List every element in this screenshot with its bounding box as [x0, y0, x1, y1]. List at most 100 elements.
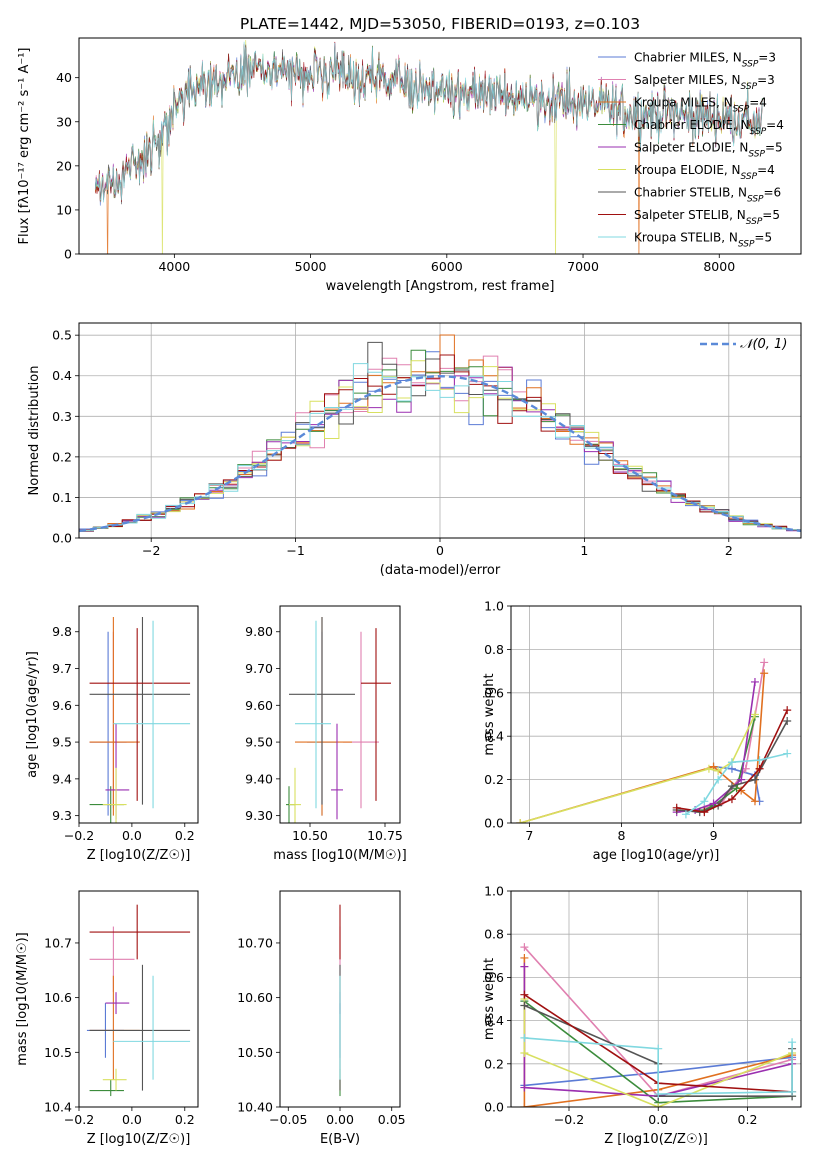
series-marker-kroupa-miles: [520, 1103, 529, 1107]
y-tick-label: 9.7: [52, 661, 72, 676]
plot-area-z-weight: [520, 943, 797, 1107]
x-tick-label: 0.2: [738, 1112, 758, 1127]
series-marker-salpeter-stelib: [672, 803, 681, 812]
series-marker-kroupa-stelib: [520, 1033, 529, 1042]
errorbar-kroupa-elodie: [289, 767, 301, 823]
y-tick-label: 1.0: [484, 599, 504, 614]
series-marker-kroupa-elodie: [714, 766, 723, 775]
series-marker-kroupa-stelib: [700, 797, 709, 806]
errorbar-chabrier-stelib: [289, 617, 355, 805]
figure-title: PLATE=1442, MJD=53050, FIBERID=0193, z=0…: [240, 15, 640, 33]
plot-area-spectrum: [94, 39, 763, 254]
x-tick-label: 7000: [567, 259, 599, 274]
y-tick-label: 0.4: [484, 729, 504, 744]
y-tick-label: 0.8: [484, 642, 504, 657]
series-marker-salpeter-stelib: [700, 808, 709, 817]
x-tick-label: 0.0: [648, 1112, 668, 1127]
y-tick-label: 9.8: [52, 624, 72, 639]
axes-frame: [510, 605, 802, 824]
legend-entry-salpeter-miles: Salpeter MILES, NSSP=3: [634, 73, 775, 92]
series-marker-salpeter-elodie: [709, 799, 718, 808]
series-marker-chabrier-stelib: [783, 717, 792, 726]
x-axis-label: Z [log10(Z/Z☉)]: [87, 1132, 191, 1147]
series-marker-kroupa-stelib: [654, 1090, 663, 1099]
y-axis-label: age [log10(age/yr)]: [25, 651, 40, 778]
errorbar-kroupa-elodie: [102, 767, 127, 823]
y-tick-label: 0.3: [52, 409, 72, 424]
y-tick-label: 9.50: [245, 735, 273, 750]
series-marker-kroupa-miles: [760, 669, 769, 678]
legend-entry-kroupa-miles: Kroupa MILES, NSSP=4: [634, 96, 767, 115]
x-axis-label: wavelength [Angstrom, rest frame]: [326, 279, 555, 294]
y-tick-label: 9.30: [245, 808, 273, 823]
errorbar-kroupa-stelib: [113, 620, 191, 809]
y-tick-label: 10.40: [237, 1100, 273, 1115]
axes-frame: [78, 322, 802, 539]
y-tick-label: 0.4: [484, 1013, 504, 1028]
series-marker-kroupa-stelib: [788, 1038, 797, 1047]
series-line-kroupa-elodie: [519, 714, 756, 823]
x-tick-label: 0.00: [326, 1112, 354, 1127]
legend-entry-chabrier-miles: Chabrier MILES, NSSP=3: [634, 51, 776, 70]
panel-age-weight: 7 8 9 0.0 0.2 0.4 0.6 0.8 1.0 age [log10(age/yr)]…: [482, 599, 802, 863]
y-tick-label: 0.2: [484, 1056, 504, 1071]
series-line-kroupa-stelib: [685, 752, 788, 815]
legend-entry-normal: 𝒩(0, 1): [740, 337, 787, 352]
errorbar-salpeter-stelib: [89, 628, 191, 801]
x-tick-label: 0.2: [175, 1112, 195, 1127]
y-tick-label: 10: [56, 202, 72, 217]
x-tick-label: 0.0: [122, 1112, 142, 1127]
legend-entry-salpeter-stelib: Salpeter STELIB, NSSP=5: [634, 208, 780, 227]
axes-frame: [510, 890, 802, 1108]
series-marker-salpeter-stelib: [520, 990, 529, 999]
panel-ebv-mass: −0.05 0.00 0.05 10.40 10.50 10.60 10.70 E(B-V): [237, 890, 406, 1147]
y-tick-label: 9.60: [245, 698, 273, 713]
errorbar-salpeter-stelib: [89, 904, 191, 960]
x-tick-label: 0: [436, 543, 444, 558]
series-marker-chabrier-stelib: [750, 775, 759, 784]
series-marker-kroupa-stelib: [783, 749, 792, 758]
x-tick-label: 0.0: [122, 828, 142, 843]
series-line-kroupa-stelib: [94, 41, 763, 203]
legend-entry-chabrier-stelib: Chabrier STELIB, NSSP=6: [634, 186, 781, 205]
y-tick-label: 10.60: [237, 990, 273, 1005]
panel-mass-age: 10.50 10.75 9.30 9.40 9.50 9.60 9.70 9.80 mass […: [245, 605, 407, 863]
errorbar-salpeter-elodie: [105, 992, 130, 1015]
x-tick-label: −1: [286, 543, 304, 558]
panel-z-mass: −0.2 0.0 0.2 10.4 10.5 10.6 10.7 Z [log10(Z/Z☉)…: [15, 890, 199, 1147]
x-axis-label: Z [log10(Z/Z☉)]: [604, 1132, 708, 1147]
x-tick-label: −0.2: [64, 1112, 94, 1127]
y-tick-label: 0: [64, 247, 72, 262]
series-marker-salpeter-elodie: [520, 1083, 529, 1092]
series-marker-salpeter-miles: [760, 658, 769, 667]
axes-frame: [279, 890, 401, 1108]
panel-residuals: −2 −1 0 1 2 0.0 0.1 0.2 0.3 0.4 0.5 (data-model)/er…: [27, 322, 802, 578]
x-tick-label: 2: [725, 543, 733, 558]
x-tick-label: 0.2: [175, 828, 195, 843]
y-tick-label: 9.5: [52, 735, 72, 750]
errorbar-salpeter-miles: [343, 631, 379, 809]
y-tick-label: 0.5: [52, 328, 72, 343]
x-tick-label: 10.50: [292, 828, 328, 843]
y-tick-label: 30: [56, 114, 72, 129]
x-tick-label: 6000: [431, 259, 463, 274]
x-axis-label: E(B-V): [320, 1132, 360, 1147]
legend-entry-kroupa-stelib: Kroupa STELIB, NSSP=5: [634, 231, 772, 250]
y-tick-label: 9.40: [245, 771, 273, 786]
series-marker-kroupa-miles: [737, 786, 746, 795]
axes-frame: [78, 605, 199, 824]
chart-layer: 4000 5000 6000 7000 8000010203040wavelength …: [15, 37, 802, 1147]
y-axis-label: Flux [fλ10⁻¹⁷ erg cm⁻² s⁻¹ A⁻¹]: [17, 48, 32, 245]
y-tick-label: 9.70: [245, 661, 273, 676]
series-marker-salpeter-stelib: [783, 706, 792, 715]
series-marker-kroupa-stelib: [727, 758, 736, 767]
x-tick-label: 9: [710, 828, 718, 843]
panel-z-weight: −0.2 0.0 0.2 0.0 0.2 0.4 0.6 0.8 1.0 Z [log10(Z/Z…: [482, 884, 802, 1147]
errorbar-salpeter-elodie: [331, 723, 343, 820]
errorbar-salpeter-miles: [89, 926, 135, 993]
x-tick-label: 10.75: [367, 828, 403, 843]
histogram-salpeter-stelib: [79, 354, 801, 531]
x-tick-label: −0.2: [64, 828, 94, 843]
y-tick-label: 10.70: [237, 935, 273, 950]
series-marker-chabrier-stelib: [727, 782, 736, 791]
